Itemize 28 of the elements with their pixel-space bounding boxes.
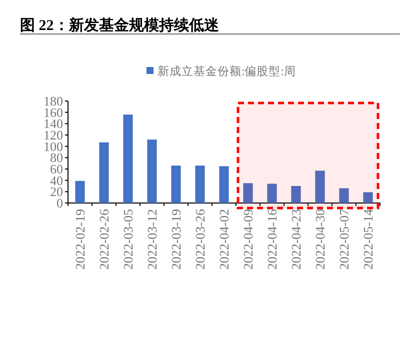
x-tick-label: 2022-04-09 [240,209,256,270]
x-tick-label: 2022-02-26 [96,208,112,270]
bar [243,183,253,203]
x-tick-label: 2022-04-16 [264,208,280,270]
bar [315,170,325,203]
bar [267,184,277,203]
bar [75,180,85,203]
x-tick-label: 2022-05-14 [360,208,376,270]
x-tick-label: 2022-04-02 [216,209,232,270]
bar [99,142,109,203]
x-tick-label: 2022-04-30 [312,209,328,270]
chart-title: 图 22：新发基金规模持续低迷 [20,16,220,34]
legend-label: 新成立基金份额:偏股型:周 [158,64,296,78]
bar [195,166,205,203]
x-tick-label: 2022-03-19 [168,209,184,270]
x-tick-label: 2022-03-26 [192,208,208,270]
bar [171,166,181,203]
x-tick-label: 2022-03-05 [120,209,136,270]
x-tick-label: 2022-02-19 [72,209,88,270]
bar [123,114,133,203]
x-tick-label: 2022-03-12 [144,209,160,270]
bar [147,140,157,203]
bar [219,166,229,203]
bar [339,188,349,203]
bar [363,192,373,203]
x-tick-label: 2022-05-07 [336,208,352,270]
bar [291,186,301,203]
x-tick-label: 2022-04-23 [288,209,304,270]
